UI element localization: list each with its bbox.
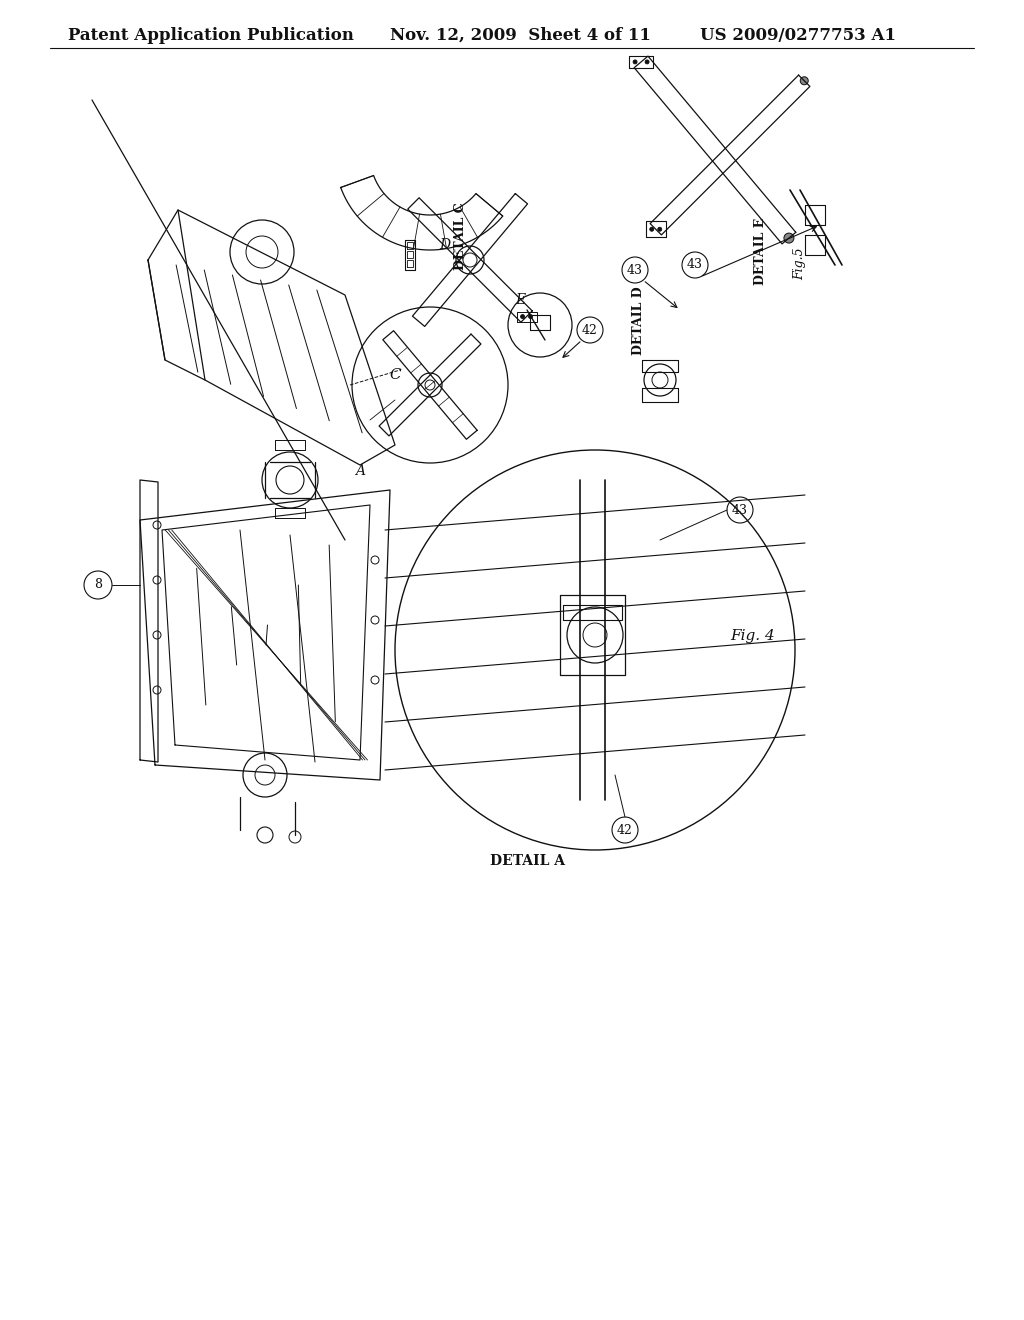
Text: Patent Application Publication: Patent Application Publication <box>68 26 354 44</box>
Circle shape <box>528 314 532 318</box>
Text: 8: 8 <box>94 578 102 591</box>
Text: DETAIL A: DETAIL A <box>490 854 565 869</box>
Text: 43: 43 <box>627 264 643 276</box>
Text: E: E <box>515 293 525 308</box>
Text: DETAIL C: DETAIL C <box>454 202 467 271</box>
Circle shape <box>800 77 808 84</box>
Text: D: D <box>439 238 451 252</box>
Text: US 2009/0277753 A1: US 2009/0277753 A1 <box>700 26 896 44</box>
Text: 42: 42 <box>617 824 633 837</box>
Circle shape <box>784 234 794 243</box>
Text: Nov. 12, 2009  Sheet 4 of 11: Nov. 12, 2009 Sheet 4 of 11 <box>390 26 651 44</box>
Circle shape <box>645 59 649 63</box>
Text: DETAIL E: DETAIL E <box>754 218 767 285</box>
Text: Fig.5: Fig.5 <box>794 247 807 280</box>
Circle shape <box>633 59 637 63</box>
Text: Fig. 4: Fig. 4 <box>730 630 775 643</box>
Text: A: A <box>355 465 365 478</box>
Circle shape <box>657 227 662 231</box>
Text: C: C <box>389 368 400 381</box>
Text: 42: 42 <box>582 323 598 337</box>
Circle shape <box>650 227 653 231</box>
Text: DETAIL D: DETAIL D <box>632 286 644 355</box>
Text: 43: 43 <box>732 503 748 516</box>
Text: 43: 43 <box>687 259 703 272</box>
Circle shape <box>520 314 524 318</box>
